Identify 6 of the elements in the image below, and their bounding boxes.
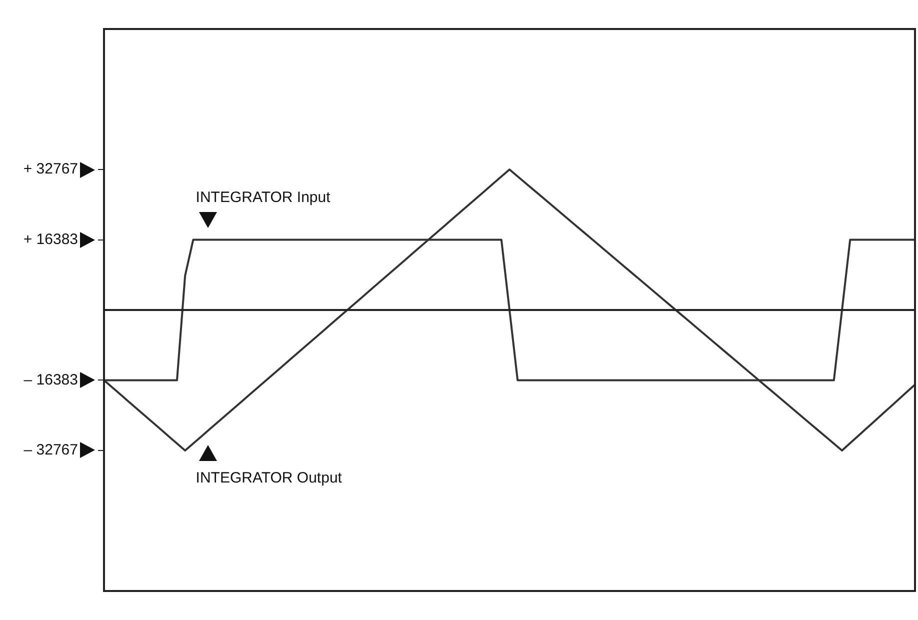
y-tick-label: + 32767 xyxy=(23,160,78,178)
annotation: INTEGRATOR Input xyxy=(196,188,332,206)
annotation: INTEGRATOR Output xyxy=(196,470,343,487)
y-tick-label: – 32767 xyxy=(24,442,78,459)
y-tick-label: – 16383 xyxy=(24,371,78,388)
y-tick-label: + 16383 xyxy=(23,230,78,248)
